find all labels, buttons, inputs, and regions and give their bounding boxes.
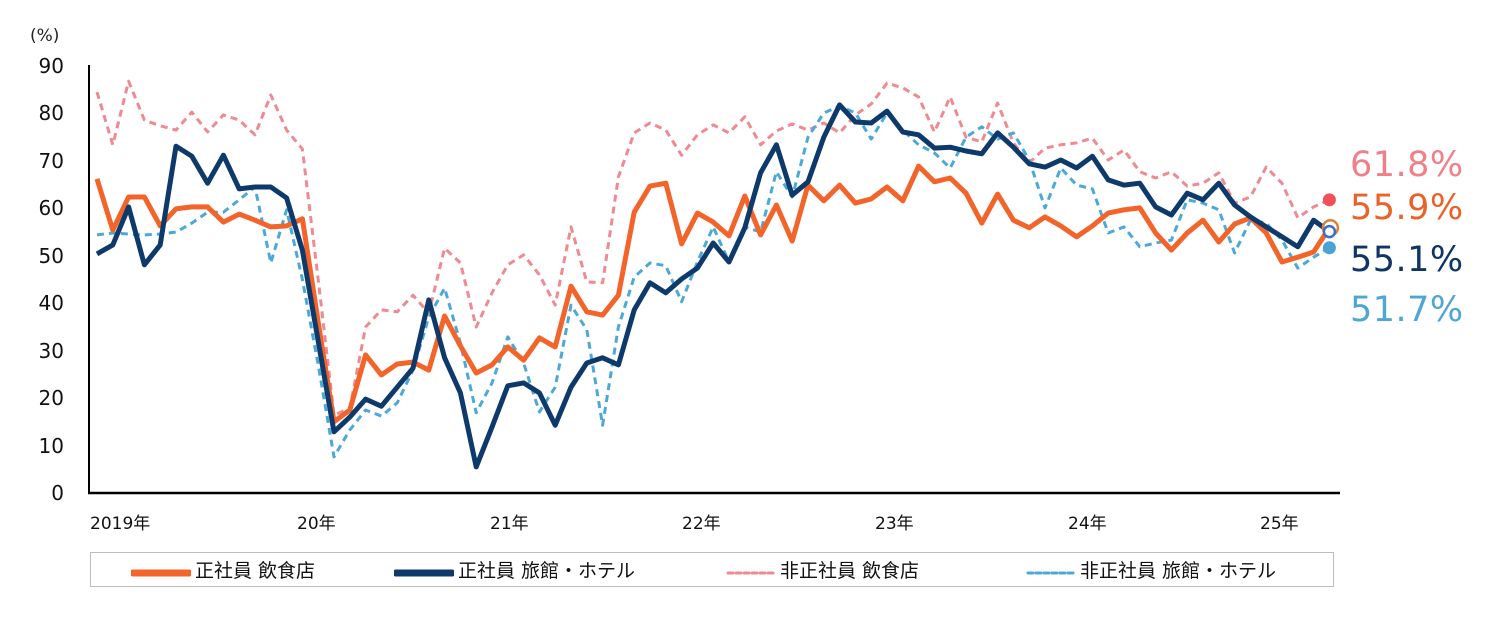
x-tick-2021: 21年: [490, 514, 529, 534]
legend-swatch-solid-orange: [129, 564, 193, 576]
legend-label: 正社員 飲食店: [195, 560, 316, 582]
x-tick-2024: 24年: [1068, 514, 1107, 534]
legend-label: 非正社員 飲食店: [780, 560, 920, 582]
end-label-part-time-restaurant: 61.8%: [1350, 145, 1464, 185]
y-tick-80: 80: [38, 101, 64, 125]
legend-swatch-solid-navy: [392, 564, 456, 576]
end-marker-part-time-hotel: [1322, 241, 1336, 255]
end-marker-full-time-hotel: [1322, 224, 1337, 239]
legend: 正社員 飲食店 正社員 旅館・ホテル 非正社員 飲食店 非正社員 旅館・ホテル: [90, 552, 1334, 587]
end-marker-part-time-restaurant: [1322, 193, 1336, 207]
x-tick-2020: 20年: [297, 514, 336, 534]
y-tick-10: 10: [38, 434, 64, 458]
end-markers: [1321, 193, 1340, 255]
y-tick-0: 0: [51, 481, 64, 505]
legend-item-part-time-hotel: 非正社員 旅館・ホテル: [1016, 553, 1276, 586]
end-label-full-time-restaurant: 55.9%: [1350, 188, 1464, 228]
legend-item-part-time-restaurant: 非正社員 飲食店: [716, 553, 919, 586]
y-tick-70: 70: [38, 149, 64, 173]
y-tick-40: 40: [38, 291, 64, 315]
y-tick-50: 50: [38, 244, 64, 268]
x-tick-2022: 22年: [682, 514, 721, 534]
y-tick-60: 60: [38, 196, 64, 220]
series-line-3: [96, 104, 1331, 459]
legend-item-full-time-hotel: 正社員 旅館・ホテル: [392, 553, 636, 586]
legend-item-full-time-restaurant: 正社員 飲食店: [129, 553, 316, 586]
series-line-2: [95, 79, 1331, 417]
y-tick-90: 90: [38, 54, 64, 78]
end-label-full-time-hotel: 55.1%: [1350, 240, 1464, 280]
series-line-0: [94, 163, 1332, 425]
series-line-1: [95, 102, 1331, 470]
legend-label: 非正社員 旅館・ホテル: [1080, 560, 1277, 582]
end-label-part-time-hotel: 51.7%: [1350, 290, 1464, 330]
x-tick-2019: 2019年: [90, 514, 151, 534]
legend-label: 正社員 旅館・ホテル: [458, 560, 636, 582]
series-lines: [94, 79, 1332, 470]
y-tick-20: 20: [38, 386, 64, 410]
y-axis-unit-label: (%): [30, 26, 60, 46]
x-tick-2023: 23年: [875, 514, 914, 534]
y-tick-30: 30: [38, 339, 64, 363]
x-tick-2025: 25年: [1260, 514, 1299, 534]
legend-swatch-dashed-blue: [1016, 564, 1076, 576]
legend-swatch-dashed-pink: [716, 564, 776, 576]
